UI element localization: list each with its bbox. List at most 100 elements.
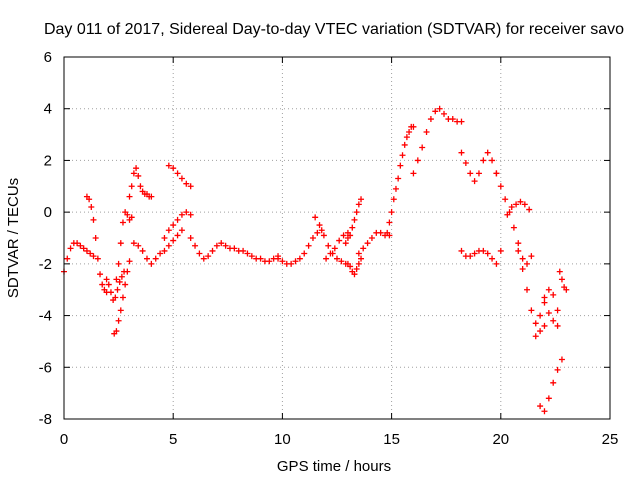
data-point [414, 157, 421, 164]
data-point [475, 170, 482, 177]
data-point [399, 152, 406, 159]
data-point [279, 258, 286, 265]
data-point [358, 255, 365, 262]
data-point [130, 170, 137, 177]
data-point [152, 255, 159, 262]
data-point [403, 134, 410, 141]
data-point [532, 320, 539, 327]
grid-lines [64, 57, 610, 419]
data-point [563, 286, 570, 293]
data-point [170, 237, 177, 244]
data-point [196, 250, 203, 257]
data-point [244, 250, 251, 257]
data-point [458, 247, 465, 254]
data-point [88, 203, 95, 210]
data-point [275, 255, 282, 262]
data-point [554, 322, 561, 329]
data-point [467, 170, 474, 177]
data-point [489, 157, 496, 164]
y-tick-label: 2 [44, 152, 52, 169]
data-point [114, 286, 121, 293]
data-point [316, 222, 323, 229]
data-point [105, 281, 112, 288]
data-point [364, 240, 371, 247]
data-point [497, 247, 504, 254]
data-point [368, 235, 375, 241]
data-point [137, 183, 144, 190]
data-point [390, 196, 397, 203]
data-point [128, 214, 135, 221]
data-point [556, 268, 563, 275]
data-point [192, 242, 199, 249]
y-tick-label: -2 [39, 256, 52, 273]
data-point [115, 260, 122, 267]
data-point [338, 258, 345, 265]
data-point [187, 183, 194, 190]
data-point [410, 123, 417, 130]
data-point [292, 258, 299, 265]
data-point [360, 245, 367, 252]
data-point [161, 235, 168, 241]
data-point [231, 245, 238, 252]
data-point [541, 294, 548, 301]
data-point [133, 165, 140, 172]
data-point [77, 242, 84, 249]
data-point [113, 328, 120, 335]
data-point [213, 242, 220, 249]
data-point [178, 175, 185, 182]
data-point [325, 242, 332, 249]
data-point [178, 227, 185, 234]
data-point [484, 250, 491, 257]
data-point [427, 116, 434, 123]
data-point [537, 312, 544, 319]
data-point [218, 240, 225, 247]
data-point [314, 229, 321, 236]
data-point [161, 247, 168, 254]
data-point [392, 185, 399, 192]
data-point [384, 229, 391, 236]
data-point [117, 307, 124, 314]
x-tick-label: 0 [60, 431, 68, 448]
data-point [257, 255, 264, 262]
data-point [67, 245, 74, 252]
data-point [320, 232, 327, 239]
data-point [331, 245, 338, 252]
data-point [139, 247, 146, 254]
chart-title: Day 011 of 2017, Sidereal Day-to-day VTE… [44, 21, 624, 38]
data-point [377, 229, 384, 236]
data-point [419, 144, 426, 151]
data-point [519, 255, 526, 262]
data-point [288, 260, 295, 267]
y-tick-label: -4 [39, 308, 52, 325]
data-point [528, 253, 535, 260]
data-point [148, 193, 155, 200]
data-point [502, 196, 509, 203]
data-point [174, 216, 181, 223]
data-point [395, 175, 402, 182]
data-point [449, 116, 456, 123]
data-point [471, 178, 478, 185]
data-point [558, 276, 565, 283]
data-point [497, 183, 504, 190]
data-point [471, 250, 478, 257]
data-point [545, 395, 552, 402]
data-point [386, 219, 393, 226]
data-point [528, 307, 535, 314]
data-point [467, 253, 474, 260]
data-point [541, 322, 548, 329]
data-point [170, 165, 177, 172]
data-point [458, 149, 465, 156]
data-point [119, 294, 126, 301]
data-point [458, 118, 465, 125]
data-point [334, 255, 340, 262]
data-point [515, 240, 522, 247]
x-tick-label: 10 [274, 431, 291, 448]
data-point [112, 294, 119, 301]
data-point [524, 260, 531, 267]
data-point [541, 299, 548, 306]
data-point [64, 255, 71, 262]
data-point [301, 250, 308, 257]
data-point [489, 255, 496, 262]
x-tick-label: 5 [169, 431, 177, 448]
